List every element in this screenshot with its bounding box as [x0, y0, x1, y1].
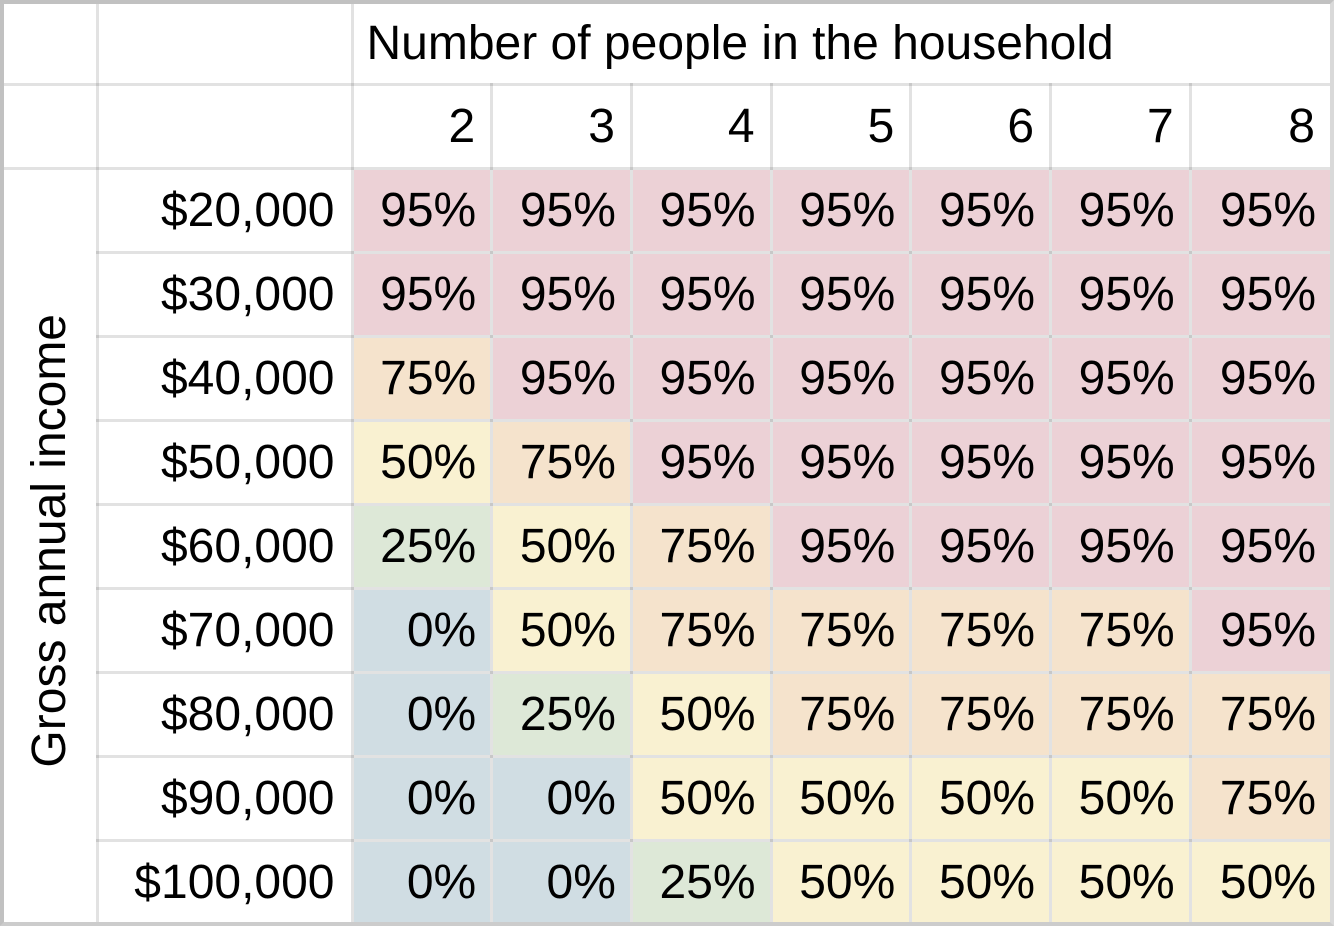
- row-header: $40,000: [95, 334, 354, 422]
- column-group-header: Number of people in the household: [350, 4, 1330, 86]
- table-row: $70,000 0% 50% 75% 75% 75% 75% 95%: [4, 586, 1330, 674]
- value-cell: 95%: [490, 250, 633, 338]
- row-header: $20,000: [95, 166, 354, 254]
- table-row: $80,000 0% 25% 50% 75% 75% 75% 75%: [4, 670, 1330, 758]
- table-row: $30,000 95% 95% 95% 95% 95% 95% 95%: [4, 250, 1330, 338]
- value-cell: 0%: [490, 754, 633, 842]
- row-header: $80,000: [95, 670, 354, 758]
- value-cell: 95%: [629, 166, 773, 254]
- value-cell: 0%: [350, 838, 494, 922]
- value-cell: 95%: [1188, 250, 1330, 338]
- value-cell: 95%: [350, 166, 494, 254]
- value-cell: 75%: [1188, 754, 1330, 842]
- value-cell: 50%: [490, 502, 633, 590]
- value-cell: 50%: [629, 670, 773, 758]
- value-cell: 50%: [909, 754, 1053, 842]
- value-cell: 95%: [1049, 418, 1192, 506]
- row-header: $90,000: [95, 754, 354, 842]
- value-cell: 95%: [1188, 502, 1330, 590]
- column-group-title-row: Number of people in the household: [4, 4, 1330, 86]
- value-cell: 75%: [769, 586, 913, 674]
- row-header: $70,000: [95, 586, 354, 674]
- value-cell: 95%: [1049, 334, 1192, 422]
- value-cell: 50%: [629, 754, 773, 842]
- value-cell: 95%: [909, 418, 1053, 506]
- value-cell: 50%: [350, 418, 494, 506]
- value-cell: 0%: [350, 586, 494, 674]
- row-header: $50,000: [95, 418, 354, 506]
- col-header-8: 8: [1188, 82, 1330, 170]
- value-cell: 95%: [490, 334, 633, 422]
- value-cell: 95%: [1049, 250, 1192, 338]
- row-header: $100,000: [95, 838, 354, 922]
- value-cell: 25%: [490, 670, 633, 758]
- value-cell: 95%: [629, 418, 773, 506]
- value-cell: 95%: [629, 334, 773, 422]
- empty-corner-cell: [4, 4, 99, 86]
- value-cell: 0%: [350, 754, 494, 842]
- value-cell: 95%: [629, 250, 773, 338]
- value-cell: 25%: [350, 502, 494, 590]
- table-row: $100,000 0% 0% 25% 50% 50% 50% 50%: [4, 838, 1330, 922]
- col-header-7: 7: [1049, 82, 1192, 170]
- value-cell: 75%: [629, 586, 773, 674]
- col-header-6: 6: [909, 82, 1053, 170]
- value-cell: 75%: [909, 586, 1053, 674]
- table-row: Gross annual income $20,000 95% 95% 95% 95% 95…: [4, 166, 1330, 922]
- value-cell: 50%: [1049, 838, 1192, 922]
- table-row: $40,000 75% 95% 95% 95% 95% 95% 95%: [4, 334, 1330, 422]
- value-cell: 95%: [909, 250, 1053, 338]
- value-cell: 50%: [769, 754, 913, 842]
- value-cell: 75%: [1188, 670, 1330, 758]
- value-cell: 75%: [490, 418, 633, 506]
- row-group-header: Gross annual income: [22, 313, 76, 768]
- value-cell: 95%: [769, 418, 913, 506]
- empty-corner-cell: [95, 4, 354, 86]
- value-cell: 50%: [1049, 754, 1192, 842]
- value-cell: 75%: [629, 502, 773, 590]
- col-header-5: 5: [769, 82, 913, 170]
- value-cell: 95%: [1188, 418, 1330, 506]
- value-cell: 95%: [1049, 166, 1192, 254]
- col-header-3: 3: [490, 82, 633, 170]
- row-group-header-cell: Gross annual income: [4, 166, 99, 922]
- value-cell: 25%: [629, 838, 773, 922]
- value-cell: 95%: [1188, 166, 1330, 254]
- value-cell: 95%: [490, 166, 633, 254]
- value-cell: 50%: [909, 838, 1053, 922]
- value-cell: 95%: [909, 502, 1053, 590]
- value-cell: 50%: [490, 586, 633, 674]
- value-cell: 95%: [769, 166, 913, 254]
- col-header-4: 4: [629, 82, 773, 170]
- value-cell: 75%: [350, 334, 494, 422]
- col-header-2: 2: [350, 82, 494, 170]
- value-cell: 75%: [1049, 586, 1192, 674]
- value-cell: 0%: [350, 670, 494, 758]
- value-cell: 75%: [1049, 670, 1192, 758]
- row-header: $60,000: [95, 502, 354, 590]
- value-cell: 95%: [909, 166, 1053, 254]
- value-cell: 0%: [490, 838, 633, 922]
- value-cell: 95%: [769, 334, 913, 422]
- empty-corner-cell: [4, 82, 99, 170]
- empty-corner-cell: [95, 82, 354, 170]
- value-cell: 75%: [909, 670, 1053, 758]
- value-cell: 95%: [350, 250, 494, 338]
- value-cell: 95%: [1188, 334, 1330, 422]
- table-row: $60,000 25% 50% 75% 95% 95% 95% 95%: [4, 502, 1330, 590]
- value-cell: 75%: [769, 670, 913, 758]
- table-row: $50,000 50% 75% 95% 95% 95% 95% 95%: [4, 418, 1330, 506]
- value-cell: 95%: [769, 502, 913, 590]
- value-cell: 95%: [909, 334, 1053, 422]
- table-row: $90,000 0% 0% 50% 50% 50% 50% 75%: [4, 754, 1330, 842]
- value-cell: 50%: [769, 838, 913, 922]
- value-cell: 95%: [1049, 502, 1192, 590]
- row-header: $30,000: [95, 250, 354, 338]
- value-cell: 95%: [1188, 586, 1330, 674]
- value-cell: 50%: [1188, 838, 1330, 922]
- value-cell: 95%: [769, 250, 913, 338]
